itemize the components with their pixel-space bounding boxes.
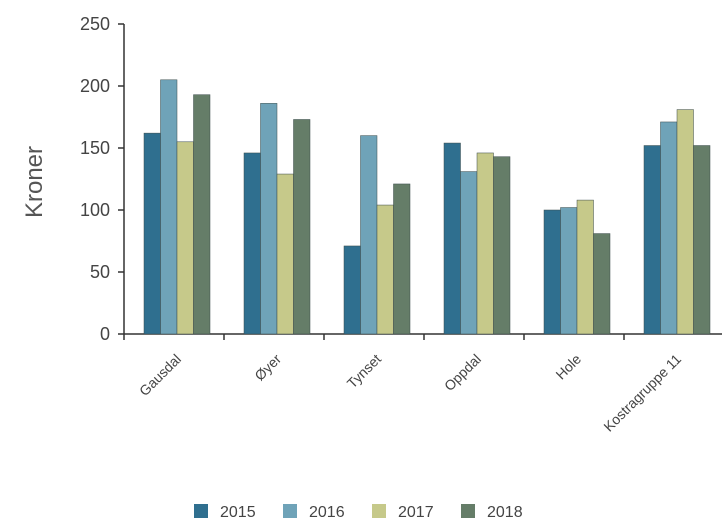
x-tick-label: Kostragruppe 11	[600, 351, 684, 435]
x-tick-label: Oppdal	[441, 351, 484, 394]
bar-2017-gausdal	[176, 141, 194, 335]
y-axis-title: Kroner	[21, 146, 48, 218]
y-tick-label: 100	[80, 200, 110, 220]
bar-2015-gausdal	[143, 132, 161, 335]
bar-2018-tynset	[393, 183, 411, 335]
bar-2016-kostragruppe-11	[660, 121, 678, 335]
bar-2018--yer	[293, 119, 311, 335]
y-tick-label: 0	[100, 324, 110, 344]
x-ticks: Gausdal Øyer Tynset Oppdal Hole Kostragruppe …	[136, 334, 684, 435]
x-tick-label: Gausdal	[136, 351, 184, 399]
bar-2016-hole	[560, 207, 578, 335]
x-tick-label: Øyer	[251, 351, 284, 384]
bar-2016-oppdal	[460, 171, 478, 335]
legend: 2015 2016 2017 2018	[194, 504, 523, 521]
bar-2017-oppdal	[476, 152, 494, 335]
y-ticks: 0 50 100 150 200 250	[80, 14, 124, 344]
bar-2015-kostragruppe-11	[643, 145, 661, 335]
legend-label-2015: 2015	[220, 504, 256, 521]
y-tick-label: 200	[80, 76, 110, 96]
y-axis-title-group: Kroner	[21, 146, 48, 218]
bar-2017-kostragruppe-11	[676, 109, 694, 335]
bar-2018-hole	[593, 233, 611, 335]
legend-label-2017: 2017	[398, 504, 434, 521]
legend-label-2018: 2018	[487, 504, 523, 521]
y-tick-label: 150	[80, 138, 110, 158]
x-tick-label: Hole	[552, 351, 584, 383]
bar-2017--yer	[276, 173, 294, 335]
legend-swatch-2017	[372, 504, 386, 518]
bar-2018-gausdal	[193, 94, 211, 335]
bar-2018-oppdal	[493, 156, 511, 335]
legend-swatch-2018	[461, 504, 475, 518]
bar-2015--yer	[243, 152, 261, 335]
axes	[123, 24, 722, 340]
legend-swatch-2015	[194, 504, 208, 518]
legend-swatch-2016	[283, 504, 297, 518]
y-tick-label: 50	[90, 262, 110, 282]
y-tick-label: 250	[80, 14, 110, 34]
bars	[143, 79, 711, 335]
x-tick-label: Tynset	[344, 351, 385, 392]
bar-2016--yer	[260, 103, 278, 335]
bar-2015-hole	[543, 209, 561, 335]
bar-2015-tynset	[343, 245, 361, 335]
bar-2018-kostragruppe-11	[693, 145, 711, 335]
bar-2016-gausdal	[160, 79, 178, 335]
bar-2017-tynset	[376, 204, 394, 335]
bar-2017-hole	[576, 199, 594, 335]
legend-label-2016: 2016	[309, 504, 345, 521]
bar-2016-tynset	[360, 135, 378, 335]
bar-2015-oppdal	[443, 142, 461, 335]
